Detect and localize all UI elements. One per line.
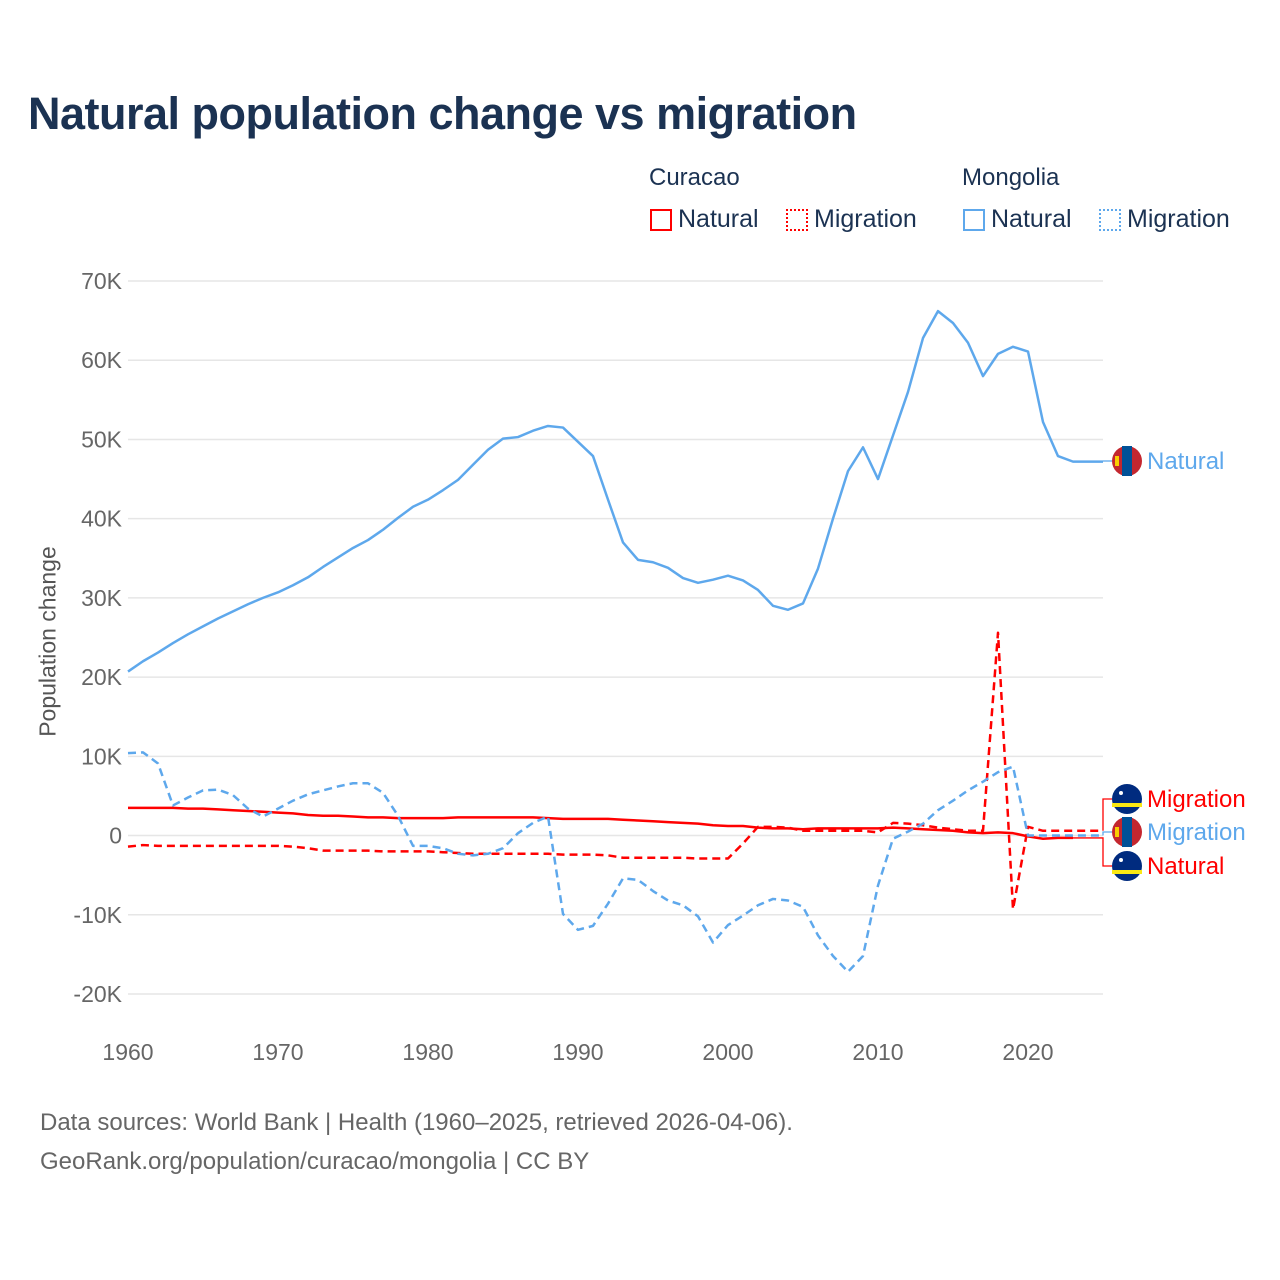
- label-connector: [1102, 798, 1112, 831]
- y-tick-label: 10K: [81, 743, 123, 769]
- y-tick-label: 70K: [81, 268, 123, 294]
- legend-curacao-migration[interactable]: Migration: [786, 205, 917, 234]
- series-line-mongolia-migration: [127, 751, 1103, 974]
- mongolia-flag-icon: [1112, 446, 1142, 476]
- series-line-mongolia-natural: [127, 309, 1103, 673]
- x-tick-label: 1960: [102, 1039, 153, 1065]
- end-label: Natural: [1147, 448, 1224, 475]
- end-label: Migration: [1147, 819, 1246, 846]
- y-tick-label: 60K: [81, 347, 123, 373]
- legend-label: Natural: [678, 205, 759, 233]
- legend-label: Natural: [991, 205, 1072, 233]
- x-tick-label: 1970: [252, 1039, 303, 1065]
- x-tick-label: 2000: [702, 1039, 753, 1065]
- legend-curacao-natural[interactable]: Natural: [650, 205, 759, 234]
- series-line-curacao-migration: [127, 631, 1103, 911]
- legend-swatch-dotted: [1099, 208, 1121, 231]
- y-tick-label: -10K: [73, 902, 122, 928]
- x-tick-label: 2020: [1002, 1039, 1053, 1065]
- y-tick-label: 50K: [81, 426, 123, 452]
- footer-link[interactable]: GeoRank.org/population/curacao/mongolia …: [40, 1148, 590, 1175]
- footer-sources: Data sources: World Bank | Health (1960–…: [40, 1109, 793, 1136]
- x-tick-label: 1980: [402, 1039, 453, 1065]
- legend-mongolia-natural[interactable]: Natural: [963, 205, 1072, 234]
- y-tick-label: 20K: [81, 664, 123, 690]
- end-label: Natural: [1147, 853, 1224, 880]
- y-tick-label: -20K: [73, 981, 122, 1007]
- x-tick-label: 2010: [852, 1039, 903, 1065]
- legend-swatch-solid: [963, 208, 985, 231]
- end-label: Migration: [1147, 786, 1246, 813]
- y-tick-label: 40K: [81, 506, 123, 532]
- curacao-flag-icon: [1112, 784, 1142, 814]
- curacao-flag-icon: [1112, 851, 1142, 881]
- series-line-curacao-natural: [128, 806, 1073, 840]
- y-tick-label: 0: [109, 823, 122, 849]
- legend-label: Migration: [814, 205, 917, 233]
- legend-swatch-dotted: [786, 208, 808, 231]
- mongolia-flag-icon: [1112, 817, 1142, 847]
- x-tick-label: 1990: [552, 1039, 603, 1065]
- y-tick-label: 30K: [81, 585, 123, 611]
- label-connector: [1073, 837, 1112, 867]
- legend-mongolia-migration[interactable]: Migration: [1099, 205, 1230, 234]
- legend-group-mongolia: Mongolia: [962, 164, 1060, 191]
- legend-label: Migration: [1127, 205, 1230, 233]
- label-connector: [1102, 831, 1112, 836]
- chart-title: Natural population change vs migration: [28, 88, 857, 139]
- legend-swatch-solid: [650, 208, 672, 231]
- legend-group-curacao: Curacao: [649, 164, 740, 191]
